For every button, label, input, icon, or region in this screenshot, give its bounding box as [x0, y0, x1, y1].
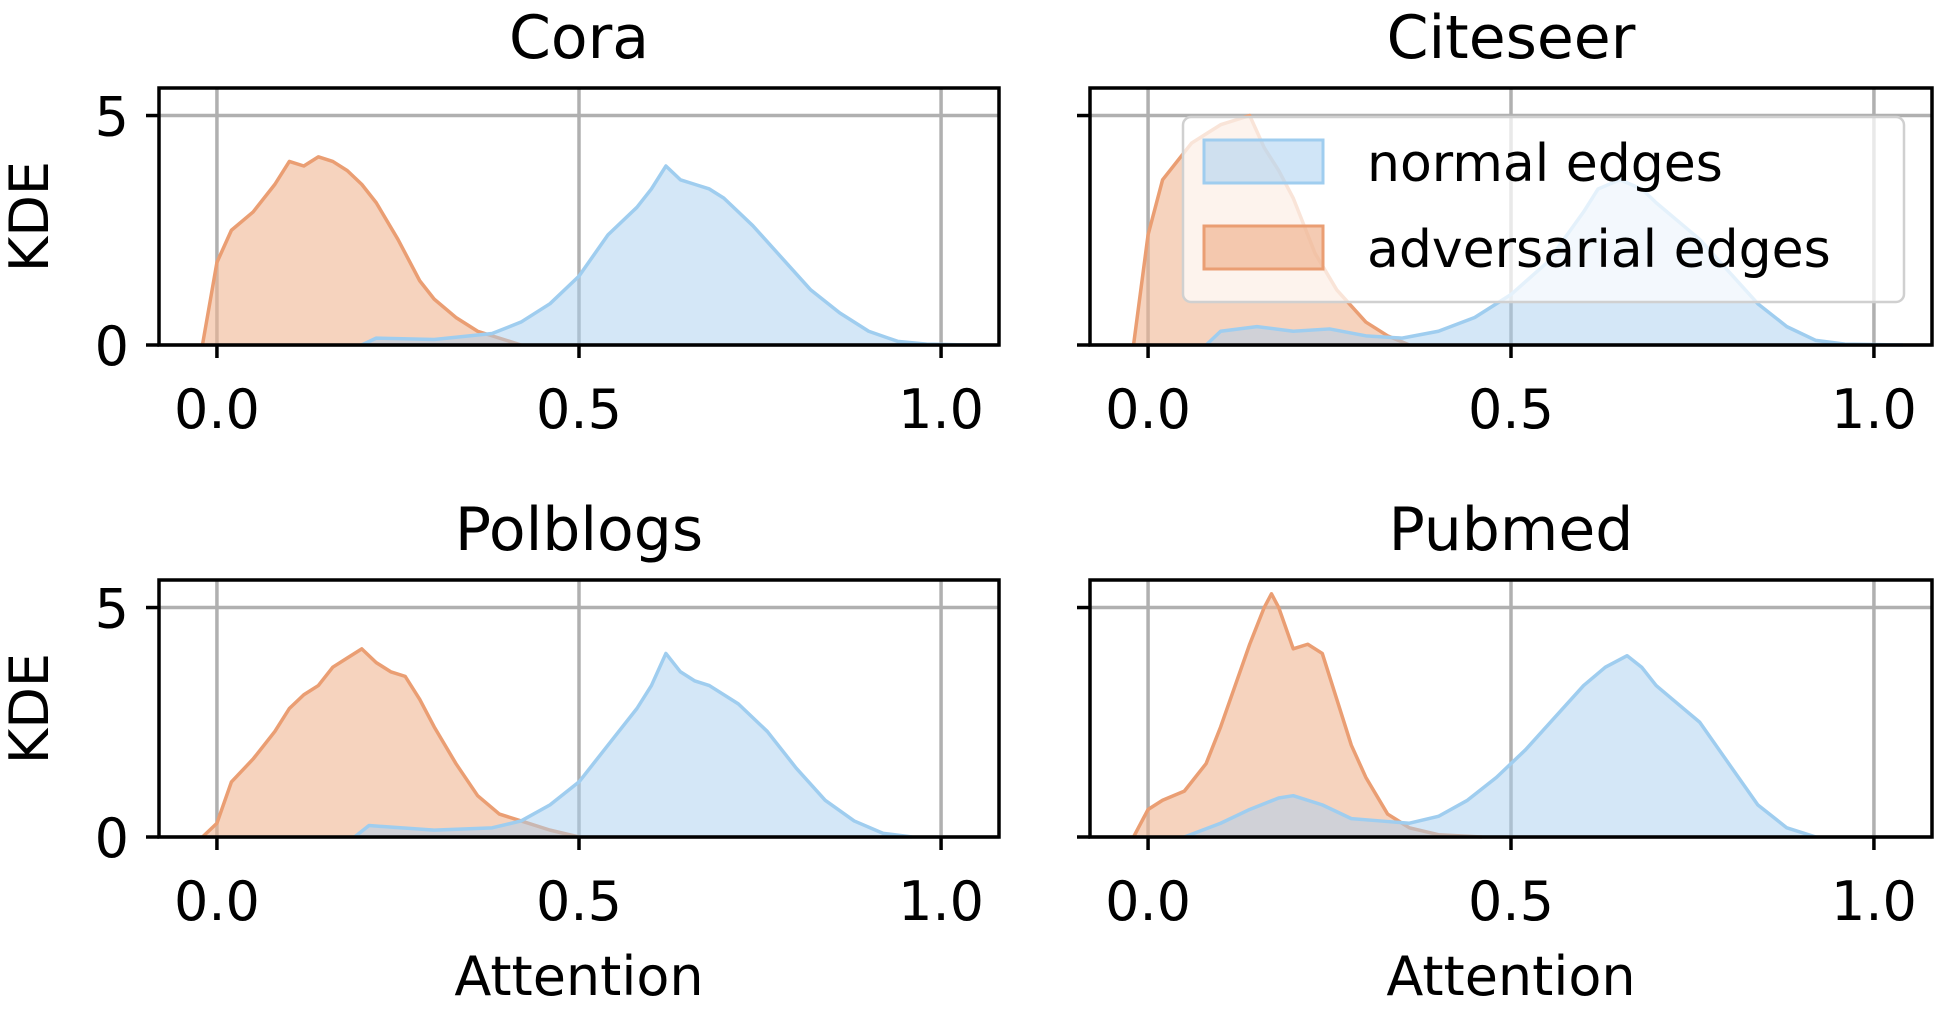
x-tick-label: 0.5 [1468, 378, 1554, 441]
kde-line-adversarial-edges [1132, 592, 1483, 839]
y-tick-label: 0 [95, 807, 129, 870]
legend-swatch-adversarial [1202, 224, 1325, 271]
legend-swatch-normal [1202, 138, 1325, 185]
kde-line-normal-edges [353, 651, 913, 839]
y-axis-label: KDE [0, 161, 61, 272]
kde-area-adversarial-edges [202, 156, 522, 345]
panel-title: Citeseer [1387, 3, 1636, 73]
x-tick-label: 1.0 [898, 378, 984, 441]
panel-polblogs: 0.0 0.5 1.0 0 5 Polblogs KDE Attention [0, 495, 1001, 1008]
x-tick-label: 1.0 [1831, 378, 1917, 441]
y-tick-label: 5 [95, 578, 129, 641]
y-tick-label: 0 [95, 315, 129, 378]
panel-title: Cora [509, 3, 649, 73]
y-tick-label: 5 [95, 86, 129, 149]
kde-line-adversarial-edges [200, 155, 522, 347]
legend-frame [1181, 115, 1906, 304]
panel-title: Pubmed [1389, 495, 1634, 565]
kde-area-normal-edges [354, 653, 913, 837]
legend-label-normal: normal edges [1367, 134, 1723, 194]
x-tick-label: 0.5 [536, 378, 622, 441]
legend-label-adversarial: adversarial edges [1367, 220, 1831, 280]
x-tick-label: 1.0 [898, 870, 984, 933]
legend: normal edges adversarial edges [1181, 115, 1906, 304]
kde-line-normal-edges [361, 164, 971, 347]
kde-area-normal-edges [361, 166, 971, 345]
x-tick-label: 0.0 [174, 378, 260, 441]
kde-area-adversarial-edges [1133, 593, 1482, 837]
x-tick-label: 0.5 [1468, 870, 1554, 933]
panel-pubmed: 0.0 0.5 1.0 Pubmed Attention [1077, 495, 1934, 1008]
panel-cora: 0.0 0.5 1.0 0 5 Cora KDE [0, 3, 1001, 441]
kde-area-adversarial-edges [202, 648, 579, 837]
kde-area-normal-edges [1184, 655, 1816, 837]
kde-line-normal-edges [1183, 653, 1817, 839]
x-tick-label: 1.0 [1831, 870, 1917, 933]
panel-title: Polblogs [455, 495, 703, 565]
kde-line-adversarial-edges [201, 647, 580, 839]
x-axis-label: Attention [454, 945, 703, 1008]
x-tick-label: 0.0 [1105, 870, 1191, 933]
x-tick-label: 0.0 [174, 870, 260, 933]
x-axis-label: Attention [1386, 945, 1635, 1008]
x-tick-label: 0.0 [1105, 378, 1191, 441]
x-tick-label: 0.5 [536, 870, 622, 933]
y-axis-label: KDE [0, 653, 61, 764]
